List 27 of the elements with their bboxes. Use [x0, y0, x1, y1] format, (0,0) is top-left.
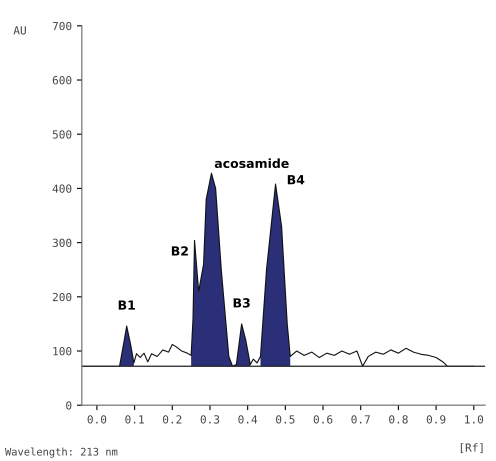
- annotation: B2: [172, 246, 188, 256]
- x-tick-label: 0.6: [314, 415, 332, 424]
- y-tick-label: 200: [52, 292, 72, 302]
- y-tick-label: 100: [53, 347, 72, 356]
- x-tick-label: 0.4: [238, 415, 258, 424]
- x-tick-label: 0.9: [426, 415, 446, 424]
- x-axis-title: [Rf]: [460, 443, 483, 454]
- x-tick-label: 0.0: [88, 415, 106, 424]
- annotation: acosamide: [214, 158, 289, 168]
- x-tick-label: 0.1: [125, 415, 144, 424]
- annotation: B1: [118, 300, 135, 310]
- text: Wavelength: 213 nm: [4, 448, 118, 458]
- x-tick-label: 0.3: [200, 415, 220, 424]
- y-tick-label: 500: [52, 130, 72, 139]
- y-tick-label: 700: [52, 22, 72, 30]
- y-tick-label: 400: [52, 184, 72, 193]
- x-tick-label: 1.0: [465, 415, 484, 424]
- x-tick-label: 0.2: [162, 415, 182, 424]
- y-axis-title: AU: [13, 26, 26, 34]
- annotation: B3: [234, 298, 250, 308]
- x-tick-label: 0.5: [276, 415, 294, 424]
- y-tick-label: 600: [52, 76, 72, 84]
- x-tick-label: 0.7: [351, 415, 370, 424]
- x-tick-label: 0.8: [389, 415, 408, 424]
- y-tick-label: 0: [66, 401, 72, 410]
- y-tick-label: 300: [52, 238, 72, 248]
- annotation: B4: [288, 175, 304, 184]
